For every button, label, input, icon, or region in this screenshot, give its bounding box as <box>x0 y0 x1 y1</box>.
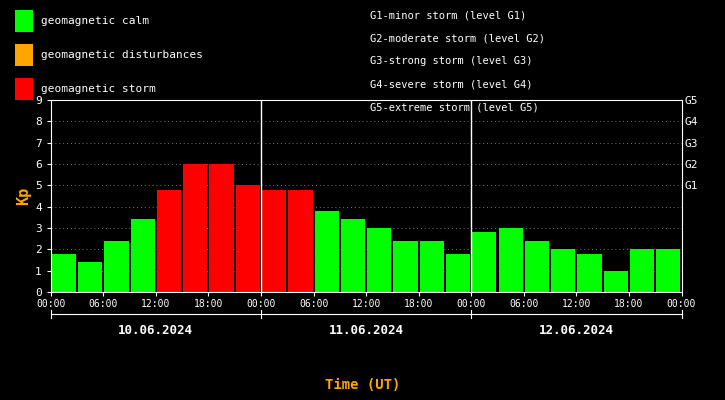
Bar <box>420 241 444 292</box>
Text: G4-severe storm (level G4): G4-severe storm (level G4) <box>370 80 532 90</box>
Bar <box>551 249 576 292</box>
Bar <box>210 164 233 292</box>
Text: 11.06.2024: 11.06.2024 <box>328 324 404 336</box>
Bar <box>577 254 602 292</box>
Text: geomagnetic calm: geomagnetic calm <box>41 16 149 26</box>
Bar <box>104 241 128 292</box>
Bar <box>289 190 312 292</box>
Bar <box>157 190 181 292</box>
Bar <box>472 232 497 292</box>
Bar <box>446 254 471 292</box>
Bar <box>130 220 155 292</box>
Y-axis label: Kp: Kp <box>16 187 30 205</box>
Bar <box>630 249 654 292</box>
Text: 12.06.2024: 12.06.2024 <box>539 324 614 336</box>
Text: geomagnetic storm: geomagnetic storm <box>41 84 156 94</box>
Bar <box>315 211 339 292</box>
Bar <box>367 228 392 292</box>
Text: G1-minor storm (level G1): G1-minor storm (level G1) <box>370 10 526 20</box>
Bar <box>78 262 102 292</box>
Text: G2-moderate storm (level G2): G2-moderate storm (level G2) <box>370 33 544 43</box>
Bar <box>394 241 418 292</box>
Bar <box>656 249 681 292</box>
Text: G3-strong storm (level G3): G3-strong storm (level G3) <box>370 56 532 66</box>
Bar <box>604 271 628 292</box>
Text: geomagnetic disturbances: geomagnetic disturbances <box>41 50 203 60</box>
Bar <box>236 185 260 292</box>
Text: G5-extreme storm (level G5): G5-extreme storm (level G5) <box>370 103 539 113</box>
Text: 10.06.2024: 10.06.2024 <box>118 324 194 336</box>
Text: Time (UT): Time (UT) <box>325 378 400 392</box>
Bar <box>51 254 76 292</box>
Bar <box>341 220 365 292</box>
Bar <box>262 190 286 292</box>
Bar <box>499 228 523 292</box>
Bar <box>183 164 207 292</box>
Bar <box>525 241 549 292</box>
